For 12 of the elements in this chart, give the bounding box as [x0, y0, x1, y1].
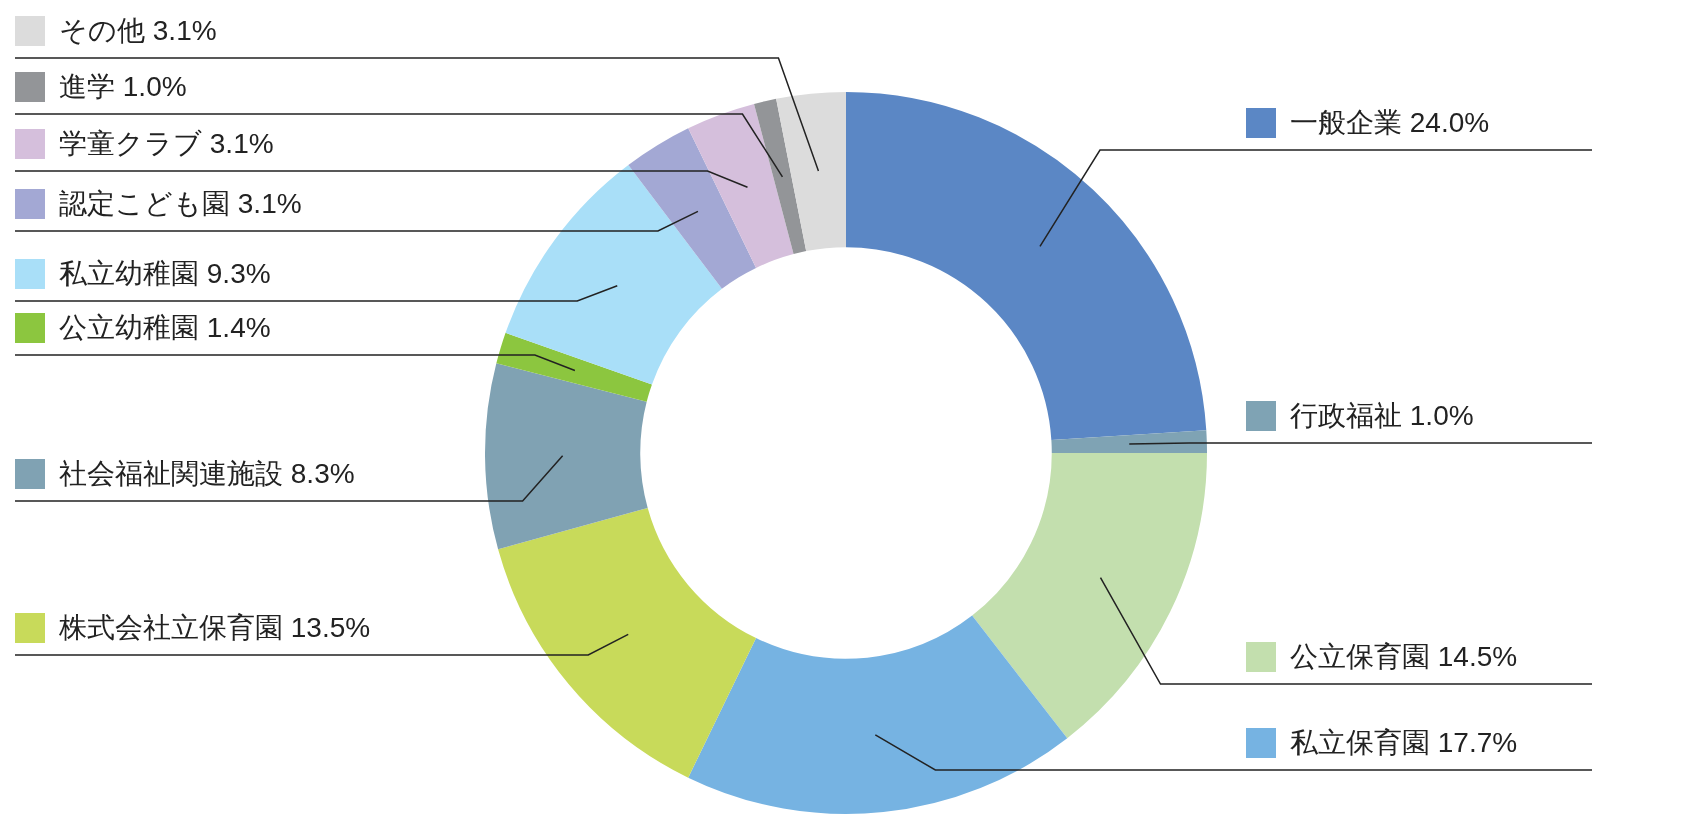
legend-label: 公立保育園 14.5% — [1290, 640, 1518, 672]
legend-label: 私立幼稚園 9.3% — [59, 257, 271, 289]
legend-label: 株式会社立保育園 13.5% — [58, 611, 371, 643]
legend-label: 認定こども園 3.1% — [59, 187, 302, 219]
legend-label: 進学 1.0% — [59, 70, 187, 102]
legend-label: 私立保育園 17.7% — [1290, 726, 1518, 758]
legend-label: 社会福祉関連施設 8.3% — [59, 457, 355, 489]
legend-label: 一般企業 24.0% — [1290, 106, 1490, 138]
legend-label: 行政福祉 1.0% — [1290, 399, 1474, 431]
legend-label: その他 3.1% — [59, 14, 217, 46]
legend-label: 公立幼稚園 1.4% — [59, 311, 271, 343]
legend-label: 学童クラブ 3.1% — [59, 127, 274, 159]
